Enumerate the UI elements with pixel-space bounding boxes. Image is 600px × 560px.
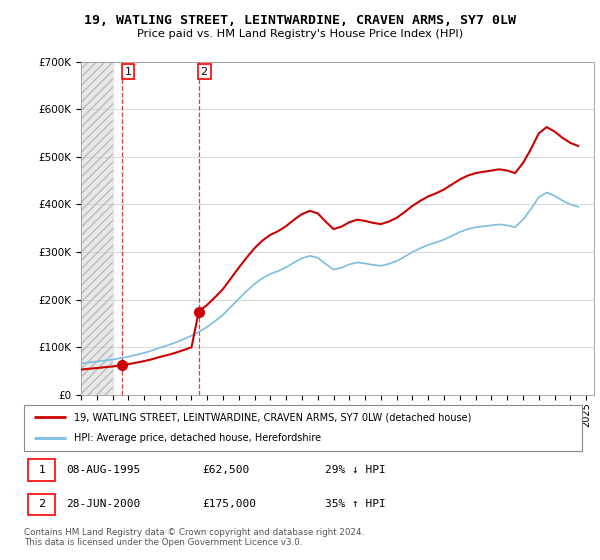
Text: 29% ↓ HPI: 29% ↓ HPI — [325, 465, 386, 475]
Text: 2: 2 — [200, 67, 208, 77]
FancyBboxPatch shape — [24, 405, 582, 451]
Text: 1: 1 — [124, 67, 131, 77]
Bar — [81, 62, 113, 395]
Text: 19, WATLING STREET, LEINTWARDINE, CRAVEN ARMS, SY7 0LW: 19, WATLING STREET, LEINTWARDINE, CRAVEN… — [84, 14, 516, 27]
Bar — [81, 62, 113, 395]
Text: £62,500: £62,500 — [203, 465, 250, 475]
Text: Contains HM Land Registry data © Crown copyright and database right 2024.
This d: Contains HM Land Registry data © Crown c… — [24, 528, 364, 547]
Text: 28-JUN-2000: 28-JUN-2000 — [66, 500, 140, 510]
Text: 08-AUG-1995: 08-AUG-1995 — [66, 465, 140, 475]
Text: HPI: Average price, detached house, Herefordshire: HPI: Average price, detached house, Here… — [74, 433, 322, 444]
FancyBboxPatch shape — [28, 493, 55, 515]
Text: 19, WATLING STREET, LEINTWARDINE, CRAVEN ARMS, SY7 0LW (detached house): 19, WATLING STREET, LEINTWARDINE, CRAVEN… — [74, 412, 472, 422]
Text: 1: 1 — [38, 465, 46, 475]
Text: £175,000: £175,000 — [203, 500, 257, 510]
Text: 2: 2 — [38, 500, 46, 510]
FancyBboxPatch shape — [28, 459, 55, 481]
Text: Price paid vs. HM Land Registry's House Price Index (HPI): Price paid vs. HM Land Registry's House … — [137, 29, 463, 39]
Text: 35% ↑ HPI: 35% ↑ HPI — [325, 500, 386, 510]
